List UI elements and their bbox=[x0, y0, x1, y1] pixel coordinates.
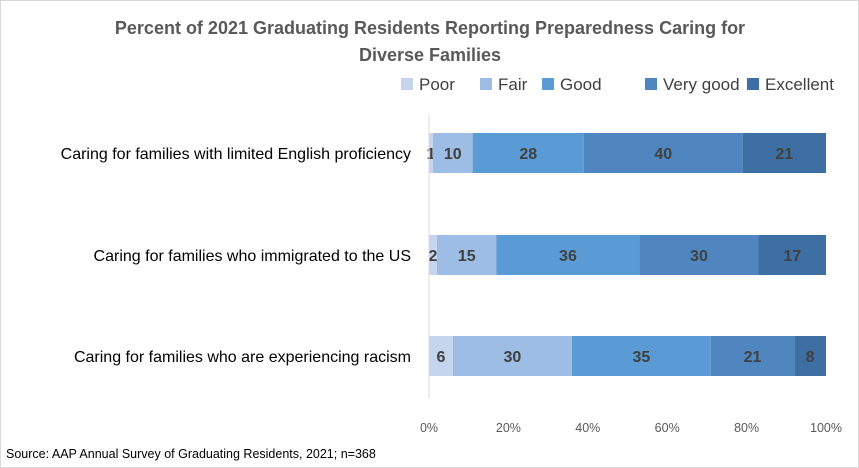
legend-swatch bbox=[401, 78, 413, 90]
data-label: 6 bbox=[436, 349, 445, 366]
plot-area: Caring for families with limited English… bbox=[61, 133, 826, 376]
x-tick-label: 20% bbox=[496, 421, 521, 435]
x-axis: 0% 20% 40% 60% 80% 100% bbox=[420, 115, 842, 435]
legend-swatch bbox=[480, 78, 492, 90]
bar-segment bbox=[571, 336, 711, 376]
x-tick-label: 60% bbox=[655, 421, 680, 435]
bar-segment bbox=[436, 235, 497, 275]
bar-segment bbox=[452, 336, 572, 376]
data-label: 21 bbox=[775, 146, 793, 163]
legend-label: Excellent bbox=[765, 75, 834, 94]
data-label: 28 bbox=[519, 146, 537, 163]
data-label: 17 bbox=[783, 248, 801, 265]
data-label: 2 bbox=[429, 248, 438, 265]
x-tick-label: 40% bbox=[575, 421, 600, 435]
data-label: 8 bbox=[806, 349, 815, 366]
bar-segment bbox=[472, 133, 584, 173]
data-label: 36 bbox=[559, 248, 577, 265]
category-label: Caring for families who immigrated to th… bbox=[94, 248, 411, 265]
bar-segment bbox=[742, 133, 826, 173]
data-label: 21 bbox=[744, 349, 762, 366]
data-label: 1 bbox=[427, 146, 436, 163]
legend-label: Fair bbox=[498, 75, 528, 94]
source-note: Source: AAP Annual Survey of Graduating … bbox=[6, 447, 376, 461]
bar-segment bbox=[583, 133, 743, 173]
bar-segment bbox=[429, 336, 453, 376]
legend: Poor Fair Good Very good Excellent bbox=[401, 75, 834, 94]
bar-segment bbox=[639, 235, 759, 275]
legend-swatch bbox=[747, 78, 759, 90]
data-label: 40 bbox=[654, 146, 672, 163]
data-label: 35 bbox=[632, 349, 650, 366]
category-label: Caring for families who are experiencing… bbox=[74, 349, 411, 366]
legend-swatch bbox=[542, 78, 554, 90]
category-label: Caring for families with limited English… bbox=[61, 146, 411, 163]
bar-segment bbox=[496, 235, 640, 275]
bar-segment bbox=[710, 336, 795, 376]
bar-segment bbox=[758, 235, 826, 275]
data-label: 15 bbox=[458, 248, 476, 265]
chart-title-line-2: Diverse Families bbox=[359, 45, 501, 65]
legend-label: Very good bbox=[663, 75, 740, 94]
chart-title-line-1: Percent of 2021 Graduating Residents Rep… bbox=[115, 18, 745, 38]
legend-swatch bbox=[645, 78, 657, 90]
legend-label: Poor bbox=[419, 75, 455, 94]
x-tick-label: 80% bbox=[734, 421, 759, 435]
bar-segment bbox=[429, 235, 437, 275]
x-tick-label: 100% bbox=[810, 421, 842, 435]
data-label: 10 bbox=[444, 146, 462, 163]
bar-segment bbox=[432, 133, 473, 173]
data-label: 30 bbox=[503, 349, 521, 366]
legend-label: Good bbox=[560, 75, 602, 94]
data-label: 30 bbox=[690, 248, 708, 265]
bar-segment bbox=[429, 133, 433, 173]
x-tick-label: 0% bbox=[420, 421, 438, 435]
bar-segment bbox=[794, 336, 826, 376]
